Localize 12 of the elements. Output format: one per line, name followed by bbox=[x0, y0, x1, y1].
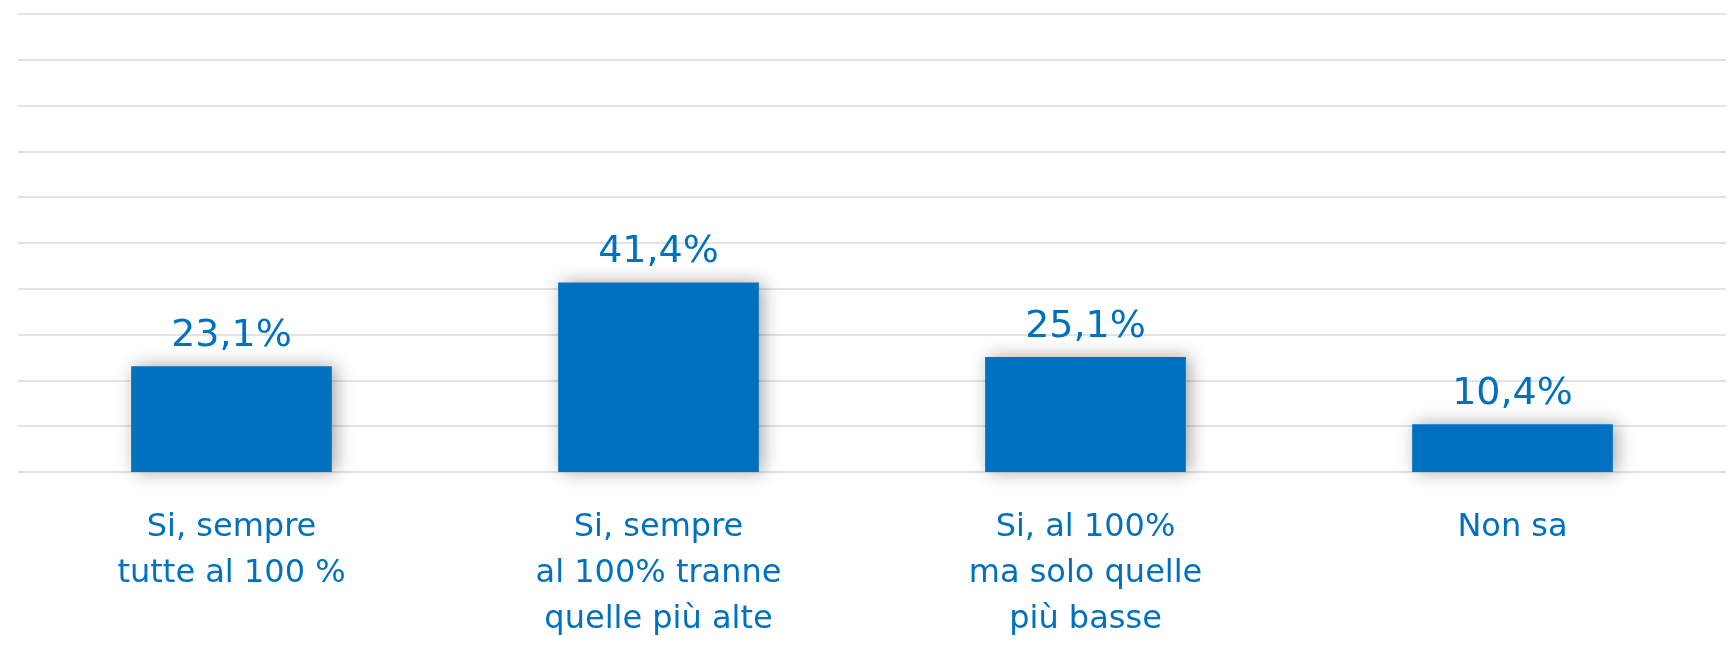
data-label: 23,1% bbox=[171, 311, 292, 356]
bar bbox=[1412, 424, 1613, 472]
x-tick-label: Si, al 100% ma solo quelle più basse bbox=[968, 506, 1203, 636]
x-tick-label: Si, sempre tutte al 100 % bbox=[117, 506, 346, 590]
x-tick-label: Si, sempre al 100% tranne quelle più alte bbox=[535, 506, 782, 636]
bar bbox=[558, 282, 759, 472]
data-label: 10,4% bbox=[1452, 369, 1573, 414]
data-label: 41,4% bbox=[598, 227, 719, 272]
x-tick-label: Non sa bbox=[1457, 506, 1568, 544]
data-label: 25,1% bbox=[1025, 302, 1146, 347]
bar bbox=[131, 366, 332, 472]
bar bbox=[985, 357, 1186, 472]
